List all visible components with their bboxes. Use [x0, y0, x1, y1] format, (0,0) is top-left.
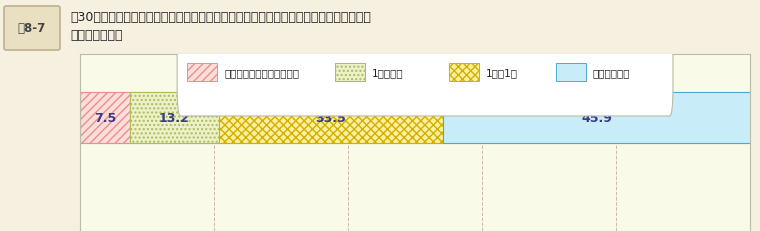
Bar	[219, 93, 443, 143]
Bar	[334, 64, 365, 81]
Text: 13.2: 13.2	[159, 111, 190, 124]
FancyBboxPatch shape	[4, 7, 60, 51]
Text: 45.9: 45.9	[581, 111, 613, 124]
Text: 33.5: 33.5	[315, 111, 347, 124]
Text: 7.5: 7.5	[94, 111, 116, 124]
Bar	[80, 93, 130, 143]
Text: 1年に1回: 1年に1回	[486, 67, 518, 77]
Text: 【30代職員調査】自分の適性や将来のキャリア形成の希望を人事当局に伝える（相談す
る）機会の頻度: 【30代職員調査】自分の適性や将来のキャリア形成の希望を人事当局に伝える（相談す…	[70, 12, 371, 42]
Bar	[130, 93, 219, 143]
Bar	[556, 64, 586, 81]
Bar	[187, 64, 217, 81]
Text: ほとんどない: ほとんどない	[593, 67, 630, 77]
Bar	[448, 64, 479, 81]
FancyBboxPatch shape	[177, 28, 673, 116]
Bar	[443, 93, 751, 143]
Text: 図8-7: 図8-7	[18, 22, 46, 35]
Text: 1年に数回: 1年に数回	[372, 67, 403, 77]
Text: 伝えたいときに伝えられる: 伝えたいときに伝えられる	[224, 67, 299, 77]
